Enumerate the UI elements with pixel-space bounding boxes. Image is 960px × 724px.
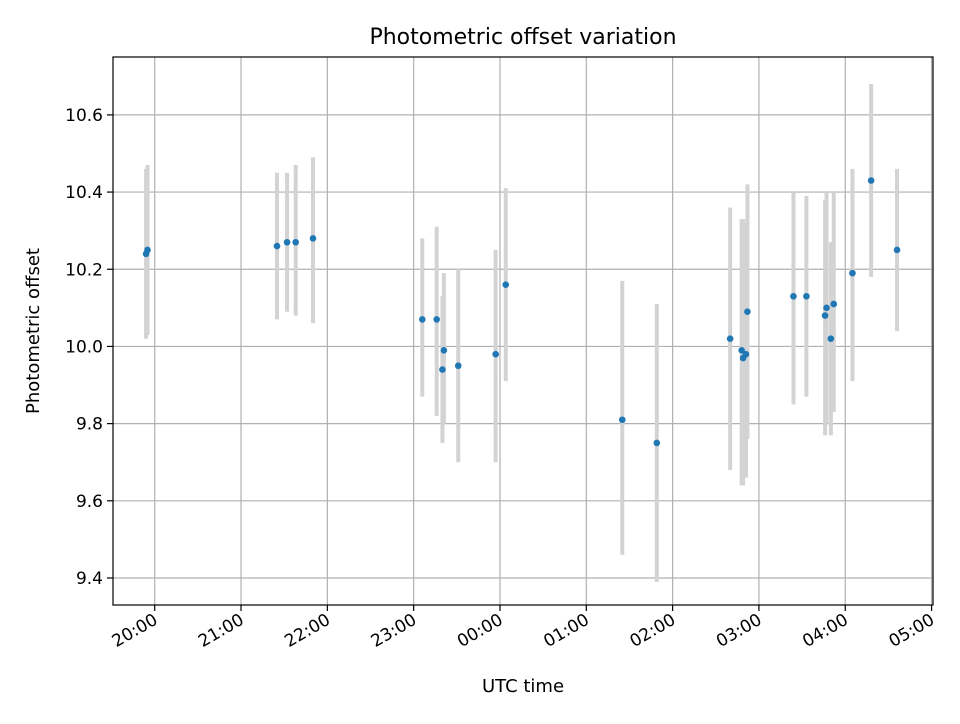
data-point [273,242,281,250]
data-point [283,238,291,246]
y-tick-label: 10.6 [65,106,103,126]
y-axis-ticks: 9.4 9.6 9.8 10.0 10.2 10.4 10.6 [65,106,113,589]
y-tick-label: 9.6 [76,492,103,512]
data-point [744,308,751,316]
data-point [454,362,462,370]
data-point [439,366,446,373]
data-point [492,350,499,358]
data-point [827,335,835,343]
data-point [849,269,856,277]
data-point [823,304,830,312]
data-point [830,300,838,308]
y-tick-label: 9.4 [76,569,103,589]
data-point [309,235,317,242]
chart-title: Photometric offset variation [369,25,676,50]
y-axis-label: Photometric offset [23,248,44,414]
data-point [440,346,448,354]
data-point [618,416,626,424]
y-tick-label: 10.2 [65,260,103,280]
data-point [502,281,510,288]
data-point [292,238,300,246]
y-tick-label: 10.0 [65,337,103,357]
y-tick-label: 9.8 [76,415,103,435]
data-point [867,177,875,184]
data-point [653,439,661,447]
y-tick-label: 10.4 [65,183,103,203]
plot-frame [112,56,934,606]
point-layer [142,177,901,447]
data-point [821,312,829,319]
data-point [433,316,440,323]
data-point [418,316,426,323]
data-point [144,246,151,254]
grid-layer [113,57,933,605]
data-point [738,346,745,354]
data-point [790,292,797,300]
data-point [893,246,901,254]
x-axis-label: UTC time [482,676,564,697]
data-point [742,350,750,358]
data-point [726,335,734,343]
data-point [803,292,810,300]
